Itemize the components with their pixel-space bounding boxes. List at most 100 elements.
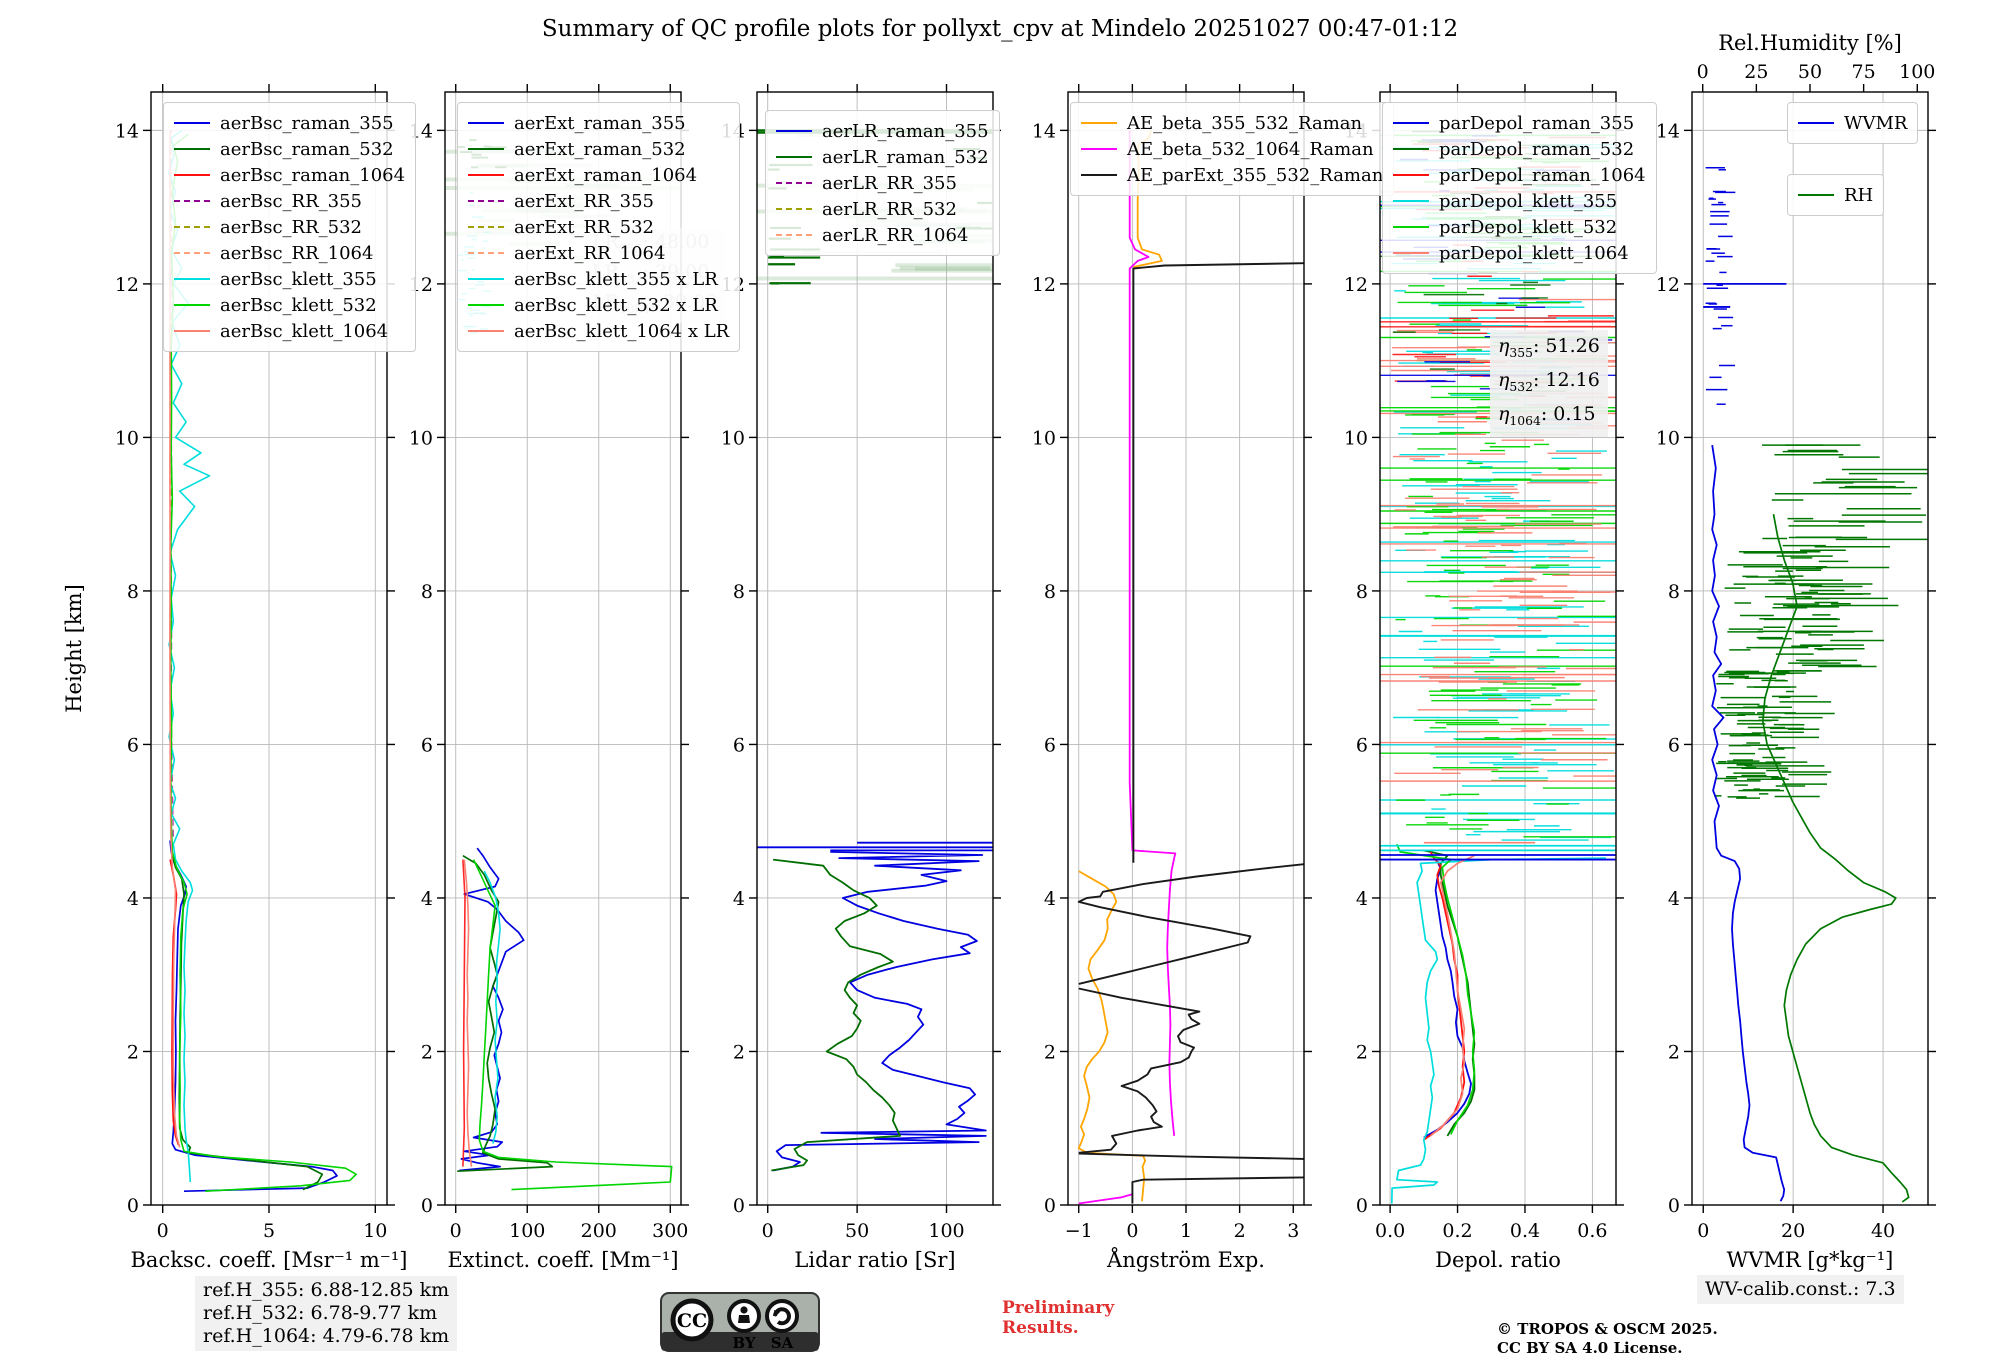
- top-tick-label: 100: [1899, 61, 1935, 83]
- legend-entry: parDepol_klett_532: [1393, 214, 1646, 240]
- legend-line-icon: [468, 174, 504, 176]
- legend-line-icon: [174, 330, 210, 332]
- x-tick-label: 100: [509, 1220, 545, 1242]
- legend-label: parDepol_klett_355: [1439, 190, 1618, 212]
- legend-label: parDepol_raman_532: [1439, 138, 1635, 160]
- legend-label: aerBsc_RR_355: [220, 190, 362, 212]
- x-tick-label: 0.4: [1510, 1220, 1540, 1242]
- y-tick-label: 10: [1344, 427, 1368, 449]
- x-tick-label: 300: [652, 1220, 688, 1242]
- y-tick-label: 2: [733, 1041, 745, 1063]
- y-tick-label: 10: [1032, 427, 1056, 449]
- series-aerBsc_klett_532 x LR: [472, 859, 673, 1191]
- legend-entry: aerBsc_klett_1064: [174, 318, 405, 344]
- legend-label: parDepol_raman_1064: [1439, 164, 1646, 186]
- top-tick-label: 25: [1744, 61, 1768, 83]
- legend-line-icon: [468, 148, 504, 150]
- legend-entry: parDepol_raman_355: [1393, 110, 1646, 136]
- x-tick-label: 5: [263, 1220, 275, 1242]
- legend-label: aerExt_raman_355: [514, 112, 686, 134]
- y-tick-label: 6: [421, 734, 433, 756]
- legend-entry: aerLR_RR_1064: [776, 222, 989, 248]
- y-tick-label: 10: [1656, 427, 1680, 449]
- series-aerLR_raman_532: [771, 858, 901, 1172]
- series-parDepol_klett_532: [1396, 843, 1476, 1135]
- legend-entry: aerLR_raman_355: [776, 118, 989, 144]
- y-tick-label: 4: [1356, 888, 1368, 910]
- x-tick-label: −1: [1065, 1220, 1093, 1242]
- y-tick-label: 14: [1032, 120, 1056, 142]
- x-tick-label: 0: [1126, 1220, 1138, 1242]
- legend-line-icon: [1393, 226, 1429, 228]
- y-tick-label: 2: [1668, 1041, 1680, 1063]
- legend-entry: aerBsc_klett_532 x LR: [468, 292, 729, 318]
- series-parDepol_klett_1064: [1430, 854, 1475, 1137]
- y-tick-label: 8: [1356, 581, 1368, 603]
- y-tick-label: 2: [1356, 1041, 1368, 1063]
- legend-line-icon: [1081, 148, 1117, 150]
- y-tick-label: 12: [1032, 274, 1056, 296]
- legend-entry: aerBsc_raman_532: [174, 136, 405, 162]
- cc-sa-label: SA: [771, 1334, 794, 1352]
- x-tick-label: 0.0: [1375, 1220, 1405, 1242]
- legend-line-icon: [1081, 174, 1117, 176]
- cc-by-sa-badge: CC BY SA: [660, 1292, 820, 1352]
- eta-1064: η1064: 0.15: [1498, 402, 1596, 428]
- legend-entry: WVMR: [1798, 110, 1907, 136]
- series-aerExt_raman_1064: [462, 859, 466, 1167]
- panel-frame: [444, 91, 682, 1206]
- y-tick-label: 0: [1668, 1195, 1680, 1217]
- legend-line-icon: [776, 156, 812, 158]
- legend-entry: aerBsc_RR_532: [174, 214, 405, 240]
- y-tick-label: 10: [115, 427, 139, 449]
- y-tick-label: 8: [733, 581, 745, 603]
- legend-entry: aerExt_raman_532: [468, 136, 729, 162]
- legend-panel-wvmr: RH: [1787, 174, 1885, 216]
- legend-line-icon: [174, 200, 210, 202]
- y-tick-label: 8: [1044, 581, 1056, 603]
- legend-label: aerBsc_raman_1064: [220, 164, 406, 186]
- panel-frame: [756, 91, 994, 1206]
- legend-line-icon: [1393, 122, 1429, 124]
- x-tick-label: 10: [363, 1220, 387, 1242]
- series-WVMR: [1711, 444, 1786, 1202]
- legend-label: aerExt_raman_532: [514, 138, 686, 160]
- y-tick-label: 0: [1356, 1195, 1368, 1217]
- legend-line-icon: [174, 304, 210, 306]
- series-aerExt_raman_355: [459, 847, 525, 1172]
- legend-line-icon: [468, 200, 504, 202]
- x-tick-label: 0.2: [1442, 1220, 1472, 1242]
- x-tick-label: 0: [1697, 1220, 1709, 1242]
- x-tick-label: 3: [1287, 1220, 1299, 1242]
- ref-h-532: ref.H_532: 6.78-9.77 km: [203, 1302, 438, 1324]
- legend-label: aerLR_raman_532: [822, 146, 989, 168]
- legend-line-icon: [468, 304, 504, 306]
- x-axis-label: Ångström Exp.: [1106, 1247, 1265, 1272]
- legend-line-icon: [174, 252, 210, 254]
- legend-entry: aerExt_raman_1064: [468, 162, 729, 188]
- legend-line-icon: [1393, 200, 1429, 202]
- series-aerBsc_klett_355 x LR: [483, 870, 501, 1144]
- legend-entry: aerBsc_klett_355: [174, 266, 405, 292]
- legend-label: parDepol_klett_532: [1439, 216, 1618, 238]
- top-tick-label: 0: [1697, 61, 1709, 83]
- legend-entry: aerBsc_klett_355 x LR: [468, 266, 729, 292]
- x-tick-label: 40: [1871, 1220, 1895, 1242]
- legend-line-icon: [174, 278, 210, 280]
- legend-entry: aerLR_RR_532: [776, 196, 989, 222]
- legend-label: aerBsc_raman_532: [220, 138, 394, 160]
- legend-label: aerBsc_klett_1064 x LR: [514, 320, 730, 342]
- top-tick-label: 50: [1798, 61, 1822, 83]
- eta-constants-box: η355: 51.26 η532: 12.16 η1064: 0.15: [1490, 330, 1608, 438]
- legend-panel-angstrom: AE_beta_355_532_Raman AE_beta_532_1064_Ra…: [1070, 102, 1395, 196]
- legend-entry: aerBsc_RR_355: [174, 188, 405, 214]
- legend-entry: parDepol_raman_1064: [1393, 162, 1646, 188]
- legend-line-icon: [174, 174, 210, 176]
- legend-line-icon: [776, 234, 812, 236]
- legend-label: aerLR_RR_355: [822, 172, 957, 194]
- legend-label: aerExt_RR_532: [514, 216, 654, 238]
- legend-label: aerBsc_klett_532: [220, 294, 377, 316]
- panel-lidar_ratio: 05010002468101214Lidar ratio [Sr]: [721, 84, 1001, 1272]
- x-axis-label: Lidar ratio [Sr]: [794, 1248, 955, 1272]
